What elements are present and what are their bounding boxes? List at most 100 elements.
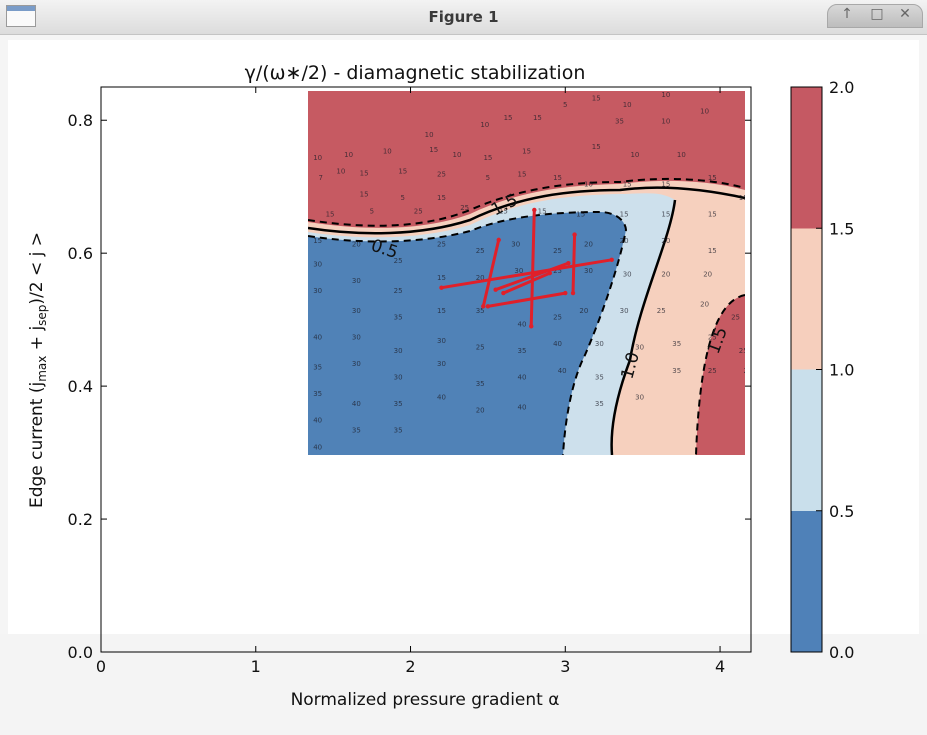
cell-value-label: 7 — [319, 174, 323, 182]
app-window-icon[interactable] — [6, 5, 36, 27]
cell-value-label: 10 — [313, 154, 322, 162]
overlay-grid-node — [547, 270, 553, 276]
cell-value-label: 25 — [394, 287, 403, 295]
cell-value-label: 25 — [739, 347, 748, 355]
cell-value-label: 25 — [553, 247, 562, 255]
cell-value-label: 15 — [620, 211, 629, 219]
cell-value-label: 40 — [437, 393, 446, 401]
close-icon[interactable]: ✕ — [899, 6, 911, 22]
cell-value-label: 30 — [623, 270, 632, 278]
contour-line-1-0-lower — [610, 199, 677, 455]
cell-value-label: 20 — [700, 300, 709, 308]
cell-value-label: 40 — [352, 400, 361, 408]
y-tick-label: 0.4 — [68, 377, 93, 396]
cell-value-label: 15 — [739, 194, 748, 202]
overlay-grid-node — [609, 257, 614, 263]
cell-value-label: 15 — [360, 191, 369, 199]
cell-value-label: 35 — [313, 390, 322, 398]
cell-value-label: 25 — [394, 257, 403, 265]
cell-value-label: 15 — [429, 146, 438, 154]
cell-value-label: 30 — [511, 241, 520, 249]
cell-value-label: 35 — [394, 400, 403, 408]
cell-value-label: 10 — [480, 121, 489, 129]
cell-value-label: 25 — [553, 267, 562, 275]
cell-value-label: 30 — [595, 340, 604, 348]
cell-value-label: 15 — [708, 247, 717, 255]
cell-value-label: 20 — [661, 237, 670, 245]
cell-value-label: 15 — [437, 194, 446, 202]
cell-value-label: 35 — [517, 347, 526, 355]
overlay-grid-node — [439, 285, 444, 290]
cell-value-label: 10 — [630, 151, 639, 159]
y-tick-label: 0.6 — [68, 244, 93, 263]
contour-line-0-5 — [308, 210, 628, 455]
chart-title: γ/(ω∗/2) - diamagnetic stabilization — [245, 62, 586, 84]
overlay-grid-node — [563, 290, 568, 296]
cell-value-label: 15 — [576, 211, 585, 219]
cell-value-label: 5 — [486, 174, 490, 182]
cell-value-label: 25 — [437, 171, 446, 179]
contour-lines — [308, 177, 745, 455]
cell-value-label: 40 — [517, 403, 526, 411]
overlay-grid-node — [496, 237, 501, 243]
cell-value-label: 40 — [517, 320, 526, 328]
cell-value-label: 30 — [584, 267, 593, 275]
colorbar-tick-label: 2.0 — [829, 78, 854, 97]
y-axis-label: Edge current (jmax + jsep)/2 < j > — [27, 232, 49, 508]
colorbar: 0.0 0.5 1.0 1.5 2.0 — [790, 78, 854, 662]
cell-value-label: 35 — [394, 427, 403, 435]
cell-value-label: 15 — [437, 307, 446, 315]
cell-value-label: 35 — [476, 307, 485, 315]
cell-value-label: 10 — [661, 118, 670, 126]
cell-value-label: 30 — [313, 260, 322, 268]
colorbar-tick-label: 1.5 — [829, 219, 854, 238]
cell-value-label: 25 — [460, 204, 469, 212]
cell-value-label: 25 — [476, 247, 485, 255]
cell-value-label: 15 — [708, 174, 717, 182]
cell-value-label: 5 — [401, 194, 405, 202]
overlay-grid-node — [529, 324, 534, 329]
cell-value-label: 35 — [352, 427, 361, 435]
cell-value-label: 30 — [620, 307, 629, 315]
restore-up-icon[interactable]: ↑ — [841, 6, 853, 22]
overlay-grid-node — [485, 304, 491, 309]
cell-value-label: 30 — [352, 334, 361, 342]
window-controls: ↑ □ ✕ — [827, 4, 923, 28]
cell-value-label: 30 — [313, 287, 322, 295]
cell-value-label: 35 — [476, 380, 485, 388]
cell-value-label: 30 — [514, 267, 523, 275]
cell-value-label: 15 — [592, 94, 601, 102]
overlay-grid-line — [440, 258, 614, 290]
cell-value-label: 15 — [623, 181, 632, 189]
colorbar-tick-label: 0.5 — [829, 502, 854, 521]
cell-value-label: 15 — [313, 237, 322, 245]
cell-value-label: 25 — [414, 207, 423, 215]
cell-value-label: 25 — [553, 314, 562, 322]
cell-value-label: 15 — [517, 171, 526, 179]
y-axis: 0.0 0.2 0.4 0.6 0.8 — [68, 111, 751, 662]
cell-value-label: 30 — [437, 337, 446, 345]
contour-line-1-0 — [308, 186, 745, 235]
cell-value-label: 15 — [437, 274, 446, 282]
overlay-grid-node — [572, 232, 577, 237]
maximize-icon[interactable]: □ — [870, 6, 884, 22]
cell-value-label: 25 — [476, 344, 485, 352]
overlay-grid-node — [570, 290, 576, 296]
title-bar[interactable]: Figure 1 ↑ □ ✕ — [0, 0, 927, 35]
cell-value-label: 5 — [563, 101, 567, 109]
cell-value-label: 30 — [394, 373, 403, 381]
cell-value-label: 10 — [344, 151, 353, 159]
cell-value-label: 25 — [708, 367, 717, 375]
cell-value-label: 20 — [661, 270, 670, 278]
cell-value-label: 10 — [383, 147, 392, 155]
cell-value-label: 30 — [352, 360, 361, 368]
cell-value-label: 10 — [661, 91, 670, 99]
cell-value-label: 10 — [452, 151, 461, 159]
x-tick-label: 2 — [405, 657, 415, 676]
cell-value-label: 15 — [398, 167, 407, 175]
x-axis-label: Normalized pressure gradient α — [291, 690, 560, 710]
cell-value-label: 10 — [700, 108, 709, 116]
overlay-grid-line — [481, 238, 501, 308]
cell-value-label: 40 — [313, 334, 322, 342]
